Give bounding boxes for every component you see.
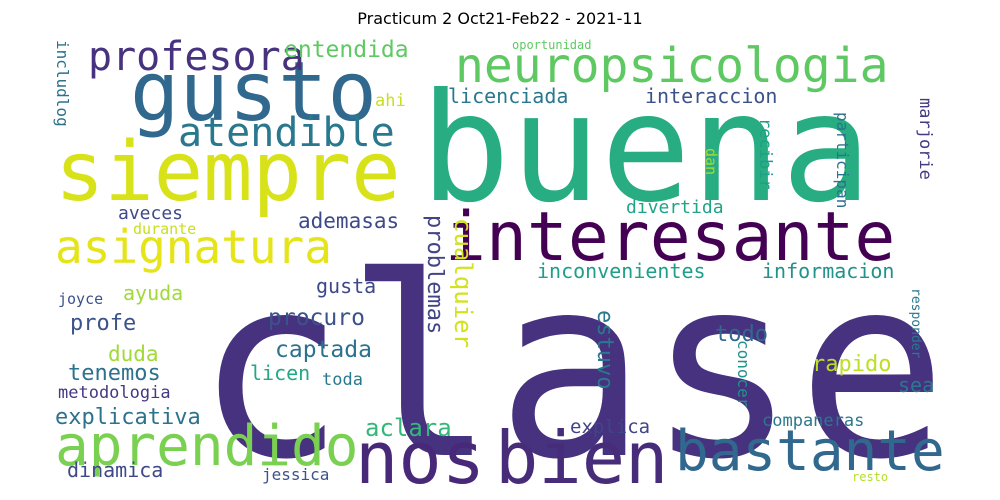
word-atendible: atendible [178, 110, 395, 156]
word-licenciada: licenciada [448, 84, 568, 108]
word-todo: todo [715, 322, 768, 347]
word-gusto: gusto [130, 45, 377, 140]
word-tenemos: tenemos [68, 361, 161, 386]
word-bien: bien [495, 416, 668, 500]
word-includlog: includlog [53, 40, 72, 127]
word-asignatura: asignatura [55, 220, 332, 274]
word-ayuda: ayuda [123, 281, 183, 305]
word-dan: dan [702, 148, 720, 175]
word-entendida: entendida [284, 37, 409, 63]
word-bastante: bastante [675, 419, 945, 484]
word-gusta: gusta [316, 274, 376, 298]
word-licen: licen [250, 361, 310, 385]
word-oportunidad: oportunidad [512, 38, 591, 52]
word-resto: resto [852, 470, 888, 484]
word-recibir: recibir [755, 118, 775, 190]
word-profesora: profesora [88, 34, 305, 80]
word-durante: durante [133, 220, 196, 238]
word-responder: responder [908, 288, 923, 359]
word-procuro: procuro [268, 305, 365, 331]
word-inconvenientes: inconvenientes [537, 259, 706, 283]
chart-title: Practicum 2 Oct21-Feb22 - 2021-11 [357, 9, 643, 28]
word-estuvo: estuvo [592, 310, 617, 389]
word-toda: toda [322, 370, 363, 390]
word-jessica: jessica [262, 465, 329, 484]
word-explica: explica [570, 416, 650, 438]
word-dinamica: dinamica [67, 458, 163, 482]
word-companeras: companeras [762, 411, 864, 431]
word-participan: participan [833, 112, 852, 208]
word-neuropsicologia: neuropsicologia [455, 38, 888, 94]
word-informacion: informacion [762, 259, 894, 283]
word-aprendido: aprendido [55, 414, 358, 479]
word-joyce: joyce [58, 290, 103, 308]
word-nos: nos [355, 416, 485, 500]
word-captada: captada [275, 337, 372, 363]
word-metodologia: metodologia [58, 383, 171, 403]
word-aclara: aclara [365, 414, 452, 442]
word-clase: clase [195, 223, 948, 500]
word-interaccion: interaccion [645, 84, 777, 108]
word-cualquier: cualquier [449, 218, 477, 348]
word-rapido: rapido [812, 352, 891, 377]
word-interesante: interesante [445, 198, 895, 277]
word-duda: duda [108, 342, 159, 366]
word-aveces: aveces [118, 203, 183, 224]
word-buena: buena [420, 62, 872, 236]
word-ademasas: ademasas [298, 209, 399, 233]
word-conocer: conocer [734, 340, 753, 408]
word-problemas: problemas [422, 215, 447, 334]
word-divertida: divertida [626, 197, 724, 218]
word-profe: profe [70, 311, 136, 336]
word-siempre: siempre [55, 125, 401, 220]
word-explicativa: explicativa [55, 405, 201, 430]
word-marjorie: marjorie [915, 98, 935, 180]
word-ahi: ahi [375, 91, 406, 111]
word-sea: sea [898, 373, 934, 397]
